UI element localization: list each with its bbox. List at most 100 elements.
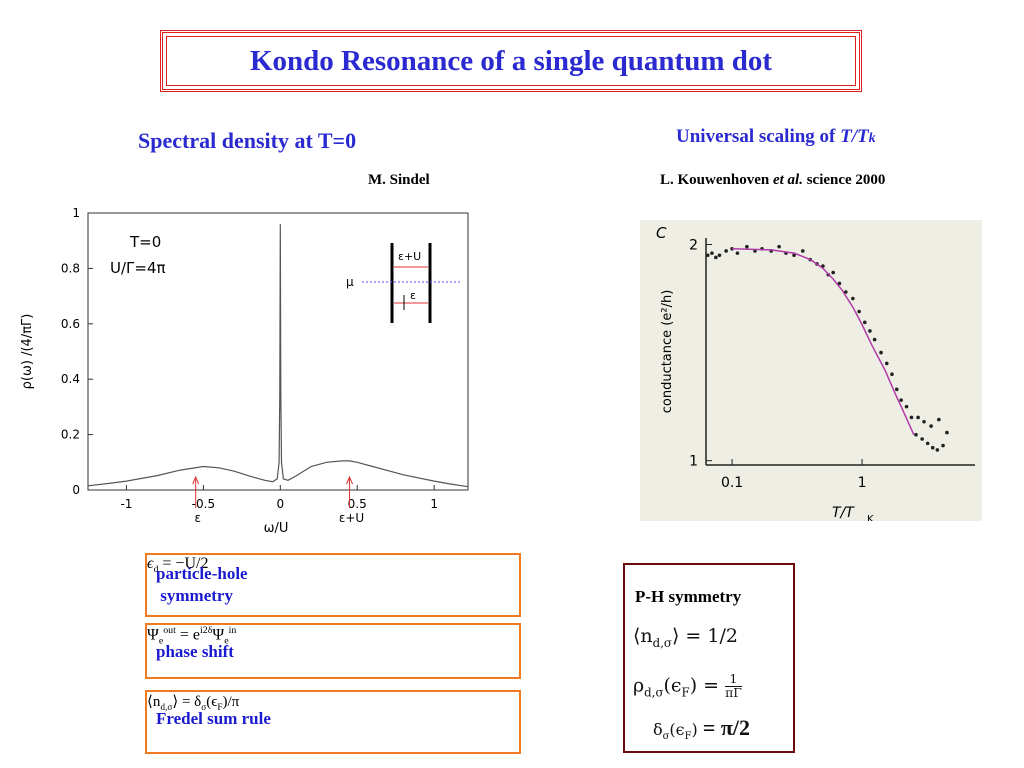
plot-frame (87, 212, 469, 491)
heading-text: Universal scaling of (676, 126, 841, 147)
data-point (872, 337, 877, 342)
data-point (862, 320, 867, 325)
fraction: 1 πΓ (725, 673, 742, 700)
x-tick-label: 1 (430, 497, 438, 511)
formula-part: )/π (222, 694, 240, 710)
x-tick-label: -1 (120, 497, 132, 511)
data-point (745, 244, 749, 249)
y-axis-label: ρ(ω) /(4/πΓ) (20, 314, 35, 390)
data-point (941, 443, 945, 448)
formula-part: ⟩ = δ (172, 694, 202, 710)
formula-part: ρ (633, 674, 645, 697)
data-point (899, 398, 903, 402)
data-point (884, 361, 889, 366)
x-tick-label: -0.5 (192, 497, 215, 511)
formula-part: σ (662, 731, 670, 743)
denominator: πΓ (725, 685, 742, 700)
data-point (929, 424, 933, 428)
y-tick-label: 1 (72, 206, 80, 220)
data-point (777, 244, 781, 249)
annotation: ε+U (398, 250, 421, 263)
ph-formula: ⟨nd,σ⟩ = 1/2 (633, 625, 738, 650)
ph-formula: δσ(ϵF) = π/2 (653, 715, 750, 742)
axis-arrow-head (346, 475, 353, 485)
x-tick-label: 0.5 (348, 497, 367, 511)
x-axis-label: T/T (832, 505, 855, 521)
ph-formula: ρd,σ(ϵF) = 1 πΓ (633, 673, 742, 700)
data-point (705, 253, 710, 258)
spectral-line (87, 224, 469, 488)
heading-sub: k (868, 131, 876, 146)
x-tick-label: 1 (858, 475, 867, 491)
property-box: particle-hole symmetry ϵd = −U/2 (145, 553, 521, 617)
data-point (945, 430, 949, 435)
formula-part: e (224, 635, 229, 647)
corner-label: C (656, 224, 667, 242)
data-point (879, 350, 883, 355)
data-point (937, 417, 941, 422)
data-point (935, 448, 940, 452)
spectral-chart: 0 0.2 0.4 0.6 0.8 1 -1 -0.5 0 0.5 1 ω/U ρ(ω) /(4/πΓ)… (20, 206, 469, 536)
numerator: 1 (725, 673, 742, 687)
axis-arrow-head (192, 475, 200, 485)
x-tick-label: 0.1 (721, 475, 743, 491)
data-point (831, 270, 836, 275)
property-formula: ⟨nd,σ⟩ = δσ(ϵF)/π (147, 692, 519, 713)
data-point (714, 255, 718, 260)
credit-pre: L. Kouwenhoven (660, 172, 773, 188)
formula-part: out (163, 625, 176, 636)
data-point (890, 372, 894, 376)
data-point (916, 415, 920, 420)
data-point (724, 249, 728, 253)
formula-part: (ϵ (663, 674, 682, 697)
formula-part: F (217, 703, 223, 713)
property-formula: Ψeout = ei2δΨein (147, 625, 519, 647)
y-tick-label: 0.2 (61, 428, 80, 442)
data-point (857, 309, 861, 314)
formula-part: ) = (689, 674, 726, 697)
data-point (930, 445, 935, 450)
left-credit: M. Sindel (368, 172, 430, 188)
data-point (837, 281, 842, 286)
data-point (909, 415, 914, 420)
y-tick-label: 0 (72, 483, 80, 497)
x-tick-label: 0 (276, 497, 284, 511)
formula-part: Ψ (212, 626, 225, 644)
formula-part: d,σ (652, 635, 672, 650)
data-point (710, 251, 714, 255)
x-axis-label-sub: K (867, 514, 874, 521)
annotation: ε (410, 289, 416, 302)
annotation: T=0 (129, 233, 161, 251)
formula-part: ϵ (147, 555, 154, 572)
annotation: ε (194, 511, 201, 525)
heading-italic: T/T (840, 126, 869, 147)
formula-part: = e (175, 626, 201, 644)
right-heading: Universal scaling of T/Tk (676, 126, 876, 148)
formula-part: = −U/2 (158, 555, 209, 572)
annotation: ε+U (339, 511, 364, 525)
data-point (717, 253, 722, 258)
property-label: particle-hole symmetry (156, 564, 248, 605)
formula-part: e (158, 635, 164, 647)
formula-part: ⟩ = 1/2 (671, 625, 738, 647)
x-axis-label: ω/U (264, 521, 289, 536)
y-axis-label: conductance (e²/h) (660, 290, 675, 414)
data-point (914, 432, 918, 437)
data-point (904, 404, 909, 409)
data-point (922, 419, 926, 424)
formula-part: F (684, 731, 692, 743)
right-credit: L. Kouwenhoven et al. science 2000 (660, 172, 885, 189)
y-tick-label: 0.4 (61, 372, 80, 386)
formula-part: δ (653, 720, 663, 739)
property-box: Fredel sum rule ⟨nd,σ⟩ = δσ(ϵF)/π (145, 690, 521, 754)
formula-part: in (228, 625, 237, 636)
data-point (925, 441, 930, 446)
property-box: phase shift Ψeout = ei2δΨein (145, 623, 521, 679)
ph-title: P-H symmetry (635, 587, 742, 606)
formula-part: = π/2 (702, 715, 751, 740)
formula-part: ) (691, 720, 703, 739)
credit-post: science 2000 (802, 172, 886, 188)
formula-part: ⟨n (147, 694, 161, 710)
